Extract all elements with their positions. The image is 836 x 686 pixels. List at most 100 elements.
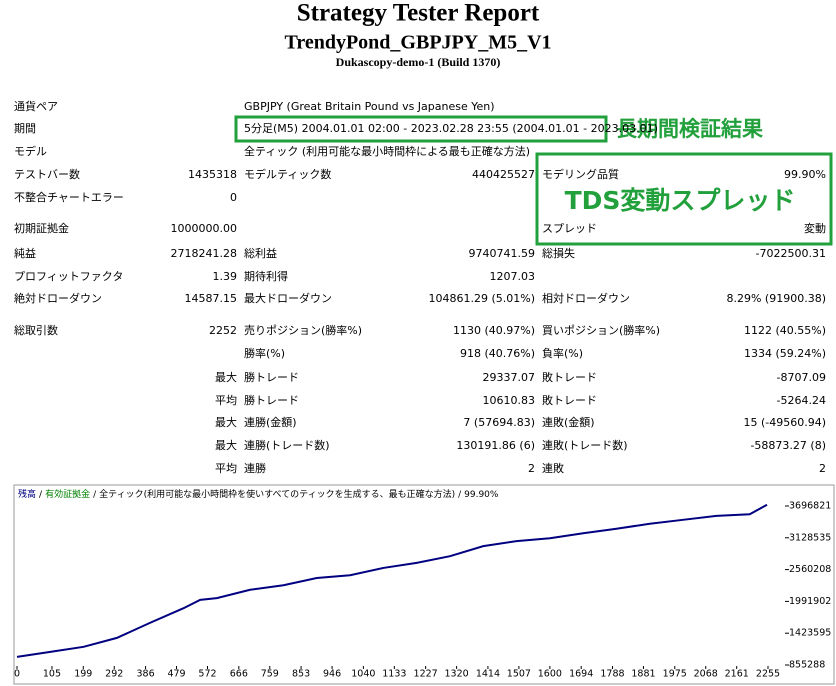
table-cell: 連勝 bbox=[244, 461, 266, 475]
table-cell: 勝トレード bbox=[244, 370, 299, 384]
y-tick-label: 3696821 bbox=[789, 501, 831, 512]
highlight-box bbox=[234, 115, 608, 143]
x-tick-label: 1320 bbox=[445, 669, 469, 680]
table-cell: 0 bbox=[230, 191, 237, 204]
table-cell: -58873.27 (8) bbox=[750, 439, 826, 452]
x-tick-label: 386 bbox=[136, 669, 154, 680]
table-cell: 5分足(M5) 2004.01.01 02:00 - 2023.02.28 23… bbox=[244, 122, 658, 135]
table-cell: 8.29% (91900.38) bbox=[726, 292, 826, 305]
x-tick-label: 479 bbox=[167, 669, 185, 680]
table-cell: 敗トレード bbox=[542, 370, 597, 384]
table-cell: 最大ドローダウン bbox=[244, 291, 332, 305]
x-tick-label: 1788 bbox=[600, 669, 624, 680]
x-tick-label: 1975 bbox=[663, 669, 687, 680]
x-tick-label: 1600 bbox=[538, 669, 562, 680]
table-cell: 15 (-49560.94) bbox=[743, 416, 826, 429]
table-cell: 連敗(トレード数) bbox=[542, 438, 628, 452]
x-tick-label: 105 bbox=[43, 669, 61, 680]
table-cell: 連敗 bbox=[542, 461, 564, 475]
table-cell: -5264.24 bbox=[777, 394, 826, 407]
x-tick-label: 2255 bbox=[756, 669, 780, 680]
table-cell: 1130 (40.97%) bbox=[453, 324, 535, 337]
table-cell: 絶対ドローダウン bbox=[14, 291, 102, 305]
x-tick-label: 1040 bbox=[351, 669, 375, 680]
table-cell: 1435318 bbox=[188, 168, 237, 181]
table-cell: テストバー数 bbox=[14, 168, 80, 181]
x-tick-label: 853 bbox=[292, 669, 310, 680]
table-cell: 通貨ペア bbox=[14, 99, 58, 113]
table-cell: 連勝(金額) bbox=[244, 415, 297, 429]
x-tick-label: 946 bbox=[323, 669, 341, 680]
table-cell: 純益 bbox=[14, 246, 36, 260]
legend-separator: / bbox=[458, 490, 462, 500]
table-cell: 9740741.59 bbox=[469, 247, 535, 260]
table-cell: 130191.86 (6) bbox=[456, 439, 535, 452]
title: Strategy Tester Report bbox=[297, 0, 540, 27]
x-tick-label: 1414 bbox=[476, 669, 500, 680]
legend-item: 有効証拠金 bbox=[45, 488, 90, 500]
table-cell: 初期証拠金 bbox=[14, 222, 69, 235]
table-cell: 平均 bbox=[215, 461, 237, 475]
chart-frame bbox=[13, 484, 835, 685]
table-cell: 全ティック (利用可能な最小時間枠による最も正確な方法) bbox=[244, 144, 530, 158]
table-cell: 敗トレード bbox=[542, 393, 597, 407]
table-cell: 連敗(金額) bbox=[542, 415, 595, 429]
table-cell: -7022500.31 bbox=[756, 247, 826, 260]
x-tick-label: 292 bbox=[105, 669, 123, 680]
x-tick-label: 666 bbox=[230, 669, 248, 680]
x-tick-label: 2068 bbox=[694, 669, 718, 680]
table-cell: 期待利得 bbox=[244, 269, 288, 283]
table-cell: 総取引数 bbox=[14, 323, 58, 337]
legend-item: 残高 bbox=[18, 488, 36, 500]
table-cell: 連勝(トレード数) bbox=[244, 438, 330, 452]
server: Dukascopy-demo-1 (Build 1370) bbox=[336, 55, 501, 69]
x-tick-label: 1507 bbox=[507, 669, 531, 680]
table-cell: 買いポジション(勝率%) bbox=[542, 323, 660, 337]
table-cell: 7 (57694.83) bbox=[463, 416, 535, 429]
legend-item: 全ティック(利用可能な最小時間枠を使いすべてのティックを生成する、最も正確な方法… bbox=[99, 488, 455, 500]
table-cell: -8707.09 bbox=[777, 371, 826, 384]
x-tick-label: 1694 bbox=[569, 669, 593, 680]
x-tick-label: 1133 bbox=[382, 669, 406, 680]
table-cell: 10610.83 bbox=[483, 394, 536, 407]
x-tick-label: 1227 bbox=[414, 669, 438, 680]
table-cell: 14587.15 bbox=[185, 292, 238, 305]
table-cell: 29337.07 bbox=[483, 371, 536, 384]
table-cell: 1.39 bbox=[213, 270, 238, 283]
x-tick-label: 759 bbox=[261, 669, 279, 680]
table-cell: 平均 bbox=[215, 393, 237, 407]
table-cell: 勝トレード bbox=[244, 393, 299, 407]
table-cell: 99.90% bbox=[784, 168, 826, 181]
annotation: TDS変動スプレッド bbox=[565, 186, 796, 215]
annotation: 長期間検証結果 bbox=[616, 117, 763, 141]
y-tick-label: 855288 bbox=[789, 660, 825, 671]
table-cell: スプレッド bbox=[542, 222, 597, 235]
table-cell: 2 bbox=[528, 462, 535, 475]
table-cell: 1122 (40.55%) bbox=[744, 324, 826, 337]
legend: 残高 / 有効証拠金 / 全ティック(利用可能な最小時間枠を使いすべてのティックを生成す… bbox=[18, 488, 499, 500]
table-cell: 最大 bbox=[215, 370, 237, 384]
table-cell: モデル bbox=[14, 144, 47, 158]
table-cell: 総損失 bbox=[542, 246, 575, 260]
table-cell: 相対ドローダウン bbox=[542, 291, 630, 305]
table-cell: 918 (40.76%) bbox=[460, 347, 535, 360]
table-cell: 1334 (59.24%) bbox=[744, 347, 826, 360]
x-tick-label: 199 bbox=[74, 669, 92, 680]
table-cell: 期間 bbox=[14, 122, 36, 135]
table-cell: モデルティック数 bbox=[244, 167, 331, 181]
legend-separator: / bbox=[39, 490, 43, 500]
x-tick-label: 1881 bbox=[631, 669, 655, 680]
table-cell: 2 bbox=[819, 462, 826, 475]
table-cell: 1000000.00 bbox=[171, 222, 237, 235]
table-cell: 変動 bbox=[804, 221, 826, 235]
table-cell: プロフィットファクタ bbox=[14, 270, 123, 283]
y-tick-label: 1991902 bbox=[789, 596, 831, 607]
x-tick-label: 2161 bbox=[725, 669, 749, 680]
y-tick-label: 3128535 bbox=[789, 532, 831, 543]
legend-item: 99.90% bbox=[464, 490, 499, 500]
table-cell: 売りポジション(勝率%) bbox=[244, 323, 362, 337]
table-cell: 2718241.28 bbox=[171, 247, 237, 260]
